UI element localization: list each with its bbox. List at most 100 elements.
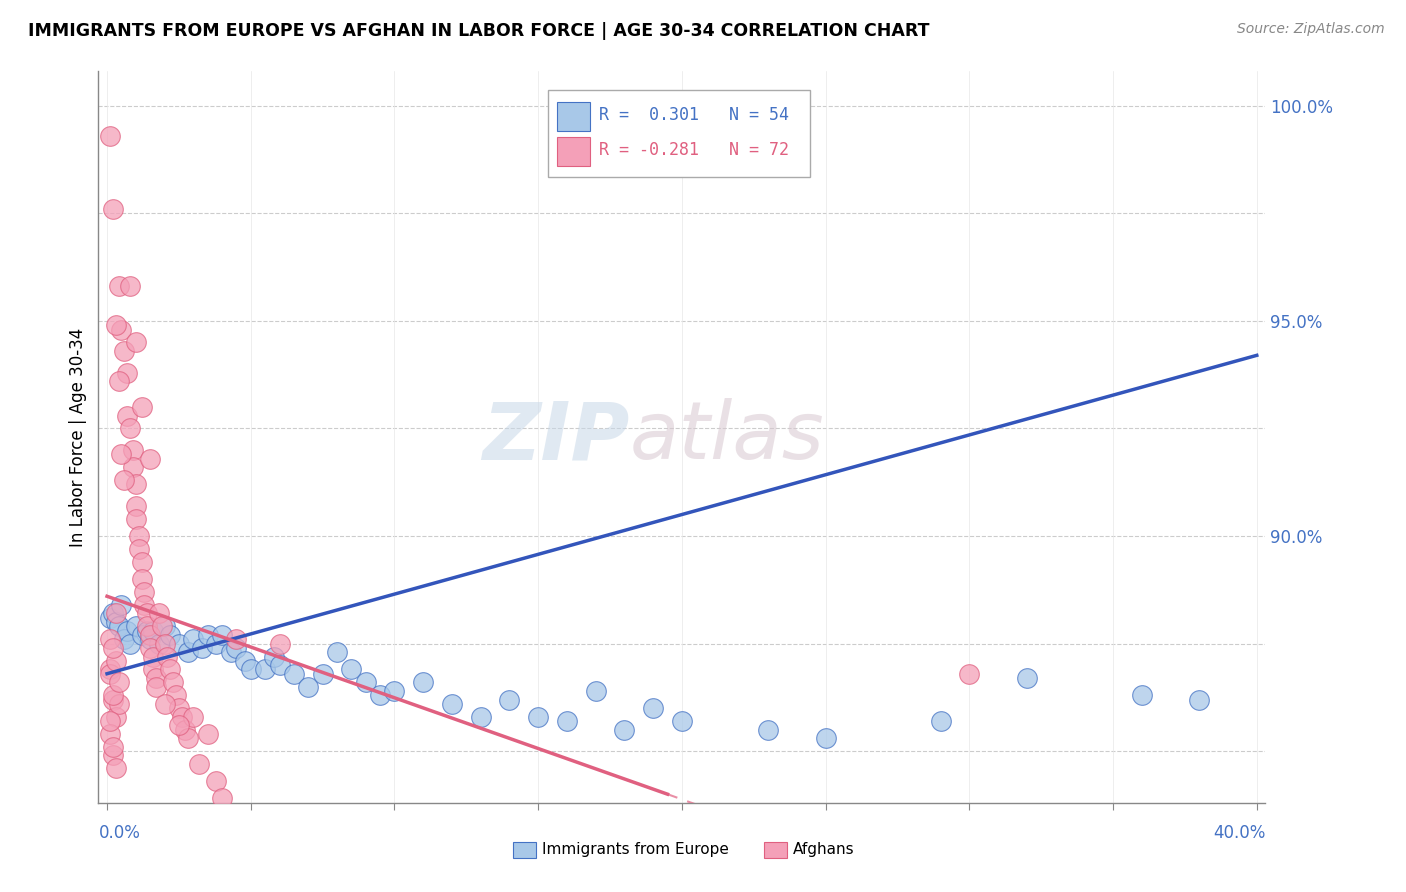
- Point: [101, 748, 124, 763]
- Point: [205, 774, 228, 789]
- Point: [814, 731, 837, 746]
- Text: R =  0.301   N = 54: R = 0.301 N = 54: [599, 106, 789, 124]
- Point: [671, 714, 693, 728]
- Point: [167, 637, 190, 651]
- Point: [297, 680, 319, 694]
- Point: [128, 541, 150, 556]
- Point: [188, 757, 211, 772]
- Point: [470, 710, 492, 724]
- Text: 0.0%: 0.0%: [98, 824, 141, 842]
- Point: [167, 718, 190, 732]
- Point: [440, 697, 463, 711]
- Point: [929, 714, 952, 728]
- Point: [145, 671, 167, 685]
- Point: [326, 645, 349, 659]
- Point: [107, 619, 129, 633]
- Point: [233, 654, 256, 668]
- Point: [153, 697, 176, 711]
- Point: [269, 658, 291, 673]
- Point: [176, 645, 198, 659]
- Point: [254, 662, 277, 676]
- Point: [211, 628, 233, 642]
- Point: [110, 322, 132, 336]
- Point: [125, 512, 148, 526]
- Point: [1130, 688, 1153, 702]
- Text: Afghans: Afghans: [793, 842, 855, 857]
- Point: [104, 318, 127, 333]
- Point: [131, 555, 153, 569]
- Point: [1015, 671, 1038, 685]
- Point: [115, 624, 138, 638]
- Point: [115, 409, 138, 423]
- FancyBboxPatch shape: [763, 841, 787, 858]
- Text: IMMIGRANTS FROM EUROPE VS AFGHAN IN LABOR FORCE | AGE 30-34 CORRELATION CHART: IMMIGRANTS FROM EUROPE VS AFGHAN IN LABO…: [28, 22, 929, 40]
- Point: [225, 640, 247, 655]
- Point: [181, 632, 204, 647]
- Point: [98, 727, 121, 741]
- Point: [211, 791, 233, 805]
- Point: [145, 680, 167, 694]
- Point: [165, 688, 187, 702]
- Point: [162, 675, 184, 690]
- Point: [139, 628, 162, 642]
- Text: atlas: atlas: [630, 398, 824, 476]
- Point: [153, 619, 176, 633]
- Point: [98, 714, 121, 728]
- Text: ZIP: ZIP: [482, 398, 630, 476]
- Point: [585, 684, 607, 698]
- Point: [156, 649, 179, 664]
- Point: [150, 619, 173, 633]
- Point: [101, 688, 124, 702]
- Point: [125, 477, 148, 491]
- Point: [104, 710, 127, 724]
- Point: [107, 675, 129, 690]
- Point: [159, 662, 181, 676]
- Point: [957, 666, 980, 681]
- Point: [167, 701, 190, 715]
- Point: [643, 701, 665, 715]
- Point: [98, 666, 121, 681]
- Point: [134, 585, 156, 599]
- Point: [555, 714, 578, 728]
- Point: [239, 662, 262, 676]
- Point: [128, 529, 150, 543]
- Point: [181, 710, 204, 724]
- Point: [159, 628, 181, 642]
- Point: [148, 607, 170, 621]
- Point: [527, 710, 550, 724]
- Point: [125, 335, 148, 350]
- Point: [107, 697, 129, 711]
- Text: 40.0%: 40.0%: [1213, 824, 1265, 842]
- Point: [191, 640, 214, 655]
- Y-axis label: In Labor Force | Age 30-34: In Labor Force | Age 30-34: [69, 327, 87, 547]
- Point: [112, 632, 135, 647]
- Point: [139, 451, 162, 466]
- Text: R = -0.281   N = 72: R = -0.281 N = 72: [599, 141, 789, 160]
- Point: [101, 739, 124, 754]
- Point: [311, 666, 333, 681]
- Point: [110, 598, 132, 612]
- Point: [148, 637, 170, 651]
- Point: [136, 619, 159, 633]
- Point: [136, 624, 159, 638]
- Point: [118, 421, 141, 435]
- Point: [107, 374, 129, 388]
- Point: [225, 632, 247, 647]
- Point: [101, 692, 124, 706]
- Point: [112, 344, 135, 359]
- Point: [136, 607, 159, 621]
- FancyBboxPatch shape: [557, 102, 589, 131]
- Point: [197, 628, 219, 642]
- Point: [101, 640, 124, 655]
- Point: [412, 675, 434, 690]
- Point: [101, 607, 124, 621]
- Point: [269, 637, 291, 651]
- Point: [131, 628, 153, 642]
- Text: Source: ZipAtlas.com: Source: ZipAtlas.com: [1237, 22, 1385, 37]
- Point: [125, 499, 148, 513]
- Point: [613, 723, 636, 737]
- Point: [107, 279, 129, 293]
- Point: [125, 619, 148, 633]
- Text: Immigrants from Europe: Immigrants from Europe: [541, 842, 728, 857]
- Point: [118, 637, 141, 651]
